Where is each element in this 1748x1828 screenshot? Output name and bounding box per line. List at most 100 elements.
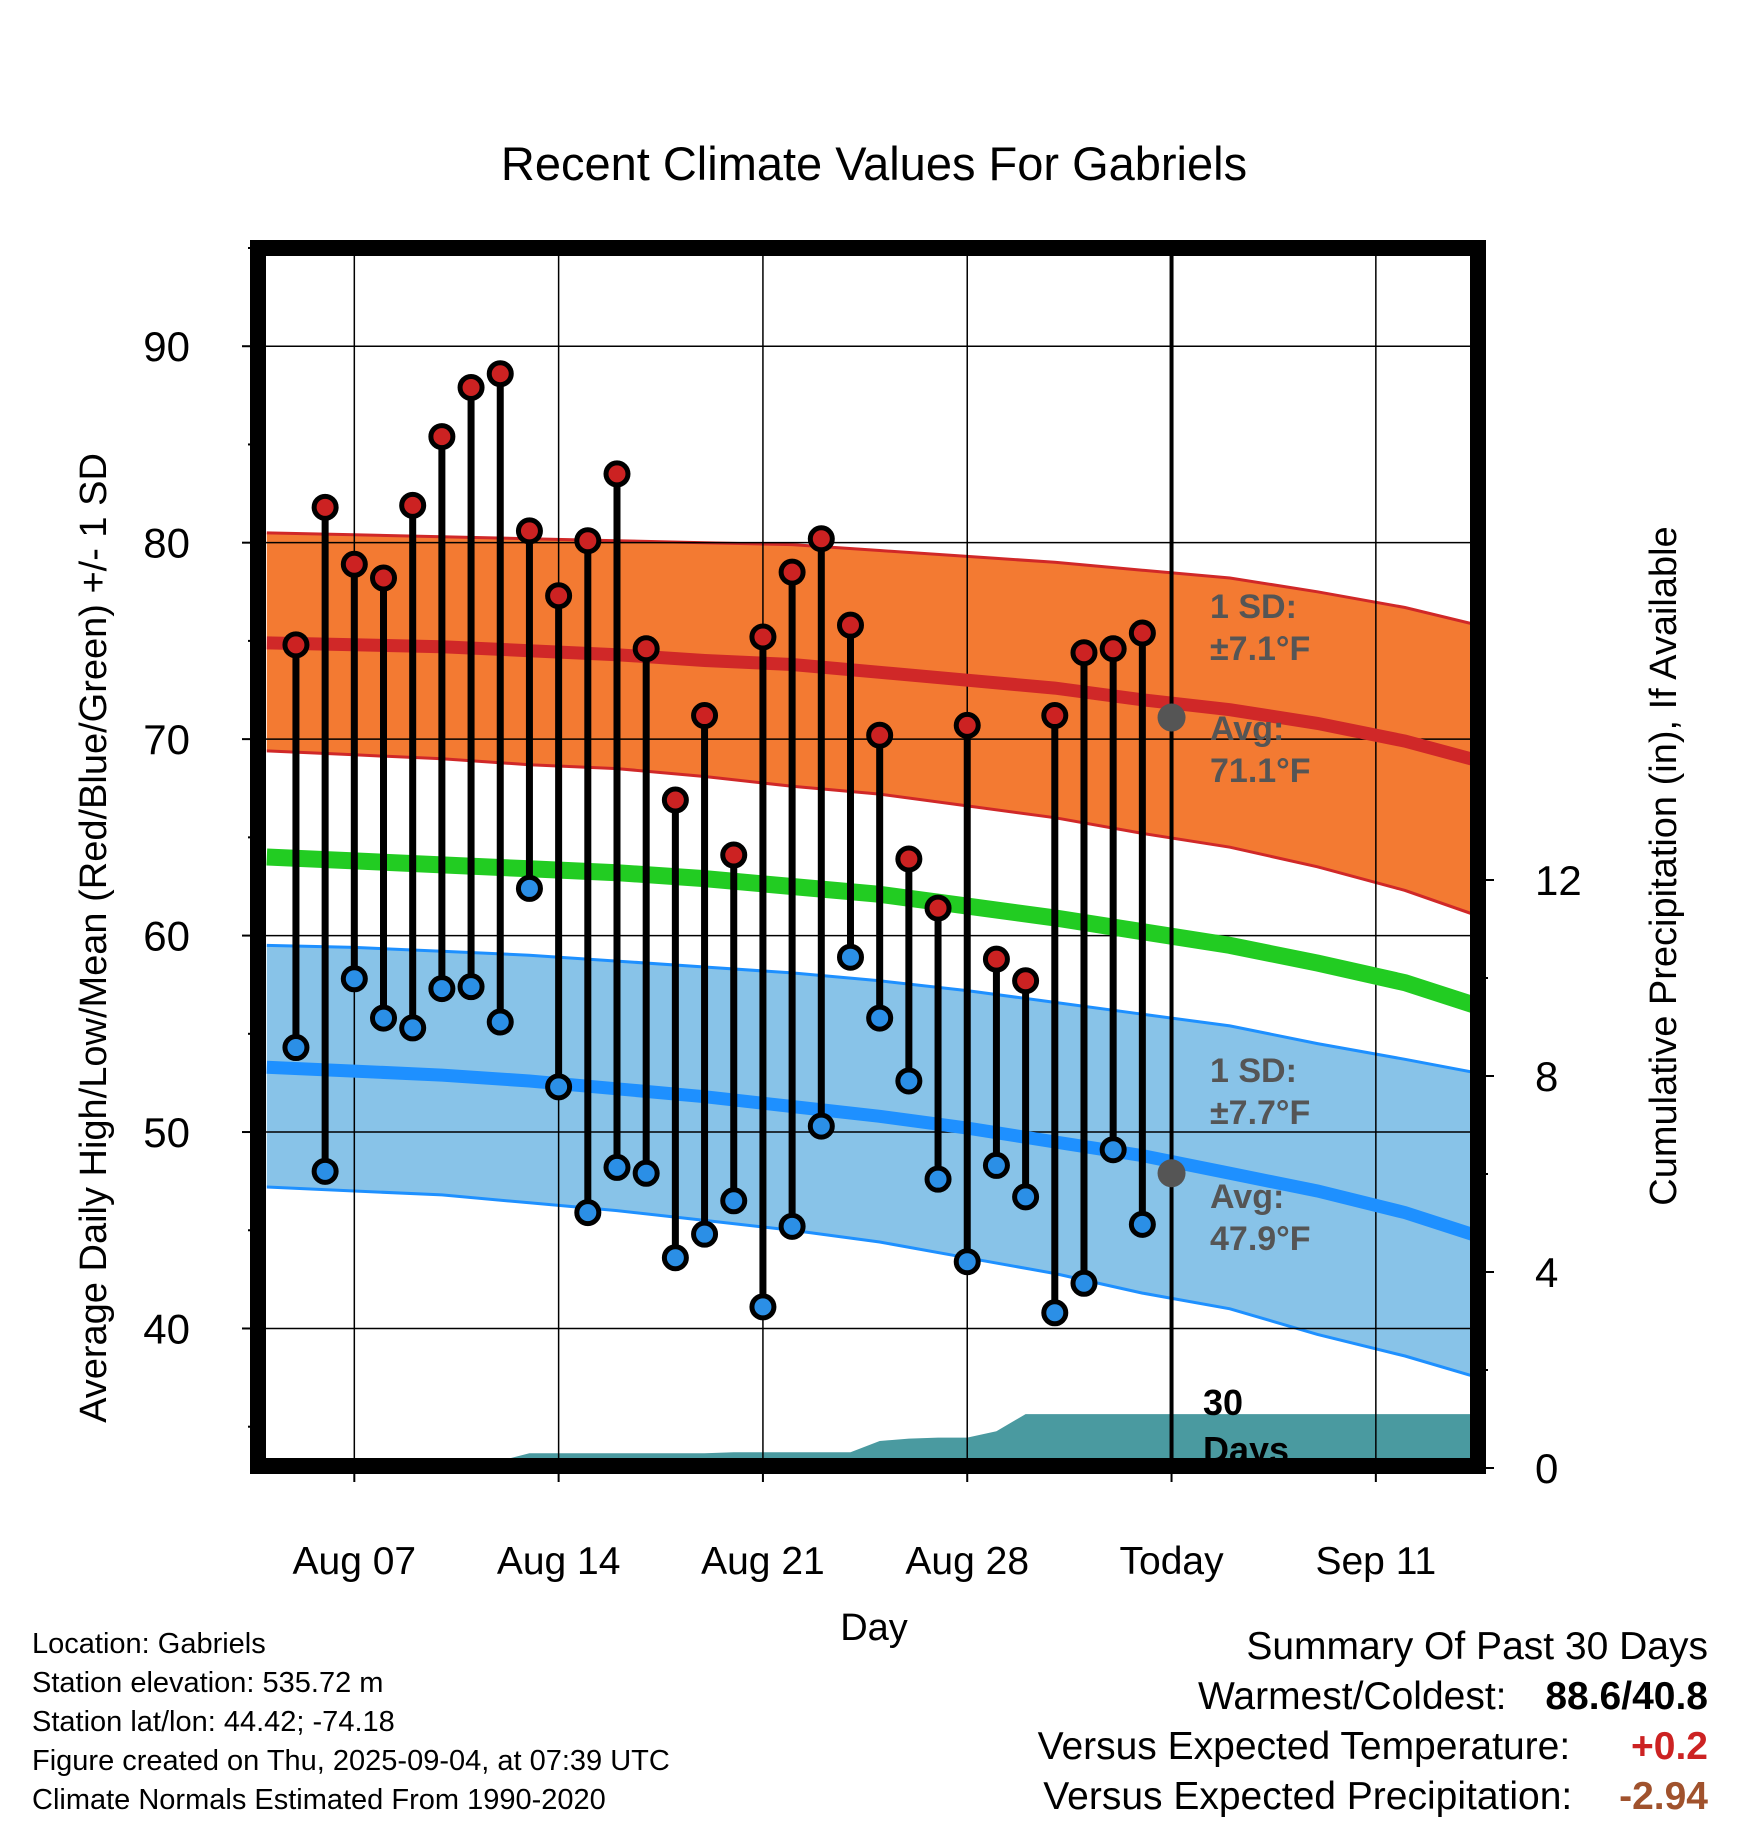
daily-low-marker [924, 1165, 952, 1193]
high-avg-label: Avg: [1210, 710, 1284, 748]
daily-high-marker [661, 786, 689, 814]
y-axis-title: Average Daily High/Low/Mean (Red/Blue/Gr… [73, 453, 115, 1423]
daily-high-marker [428, 423, 456, 451]
daily-low-marker [1128, 1210, 1156, 1238]
daily-low-marker [545, 1073, 573, 1101]
daily-high-marker [603, 460, 631, 488]
high-sd-label: 1 SD: [1210, 588, 1297, 626]
daily-low-marker [603, 1153, 631, 1181]
info-elevation: Station elevation: 535.72 m [32, 1667, 384, 1699]
day-mark-26 [1012, 967, 1040, 1211]
data-marks [282, 360, 1186, 1327]
warmest-coldest-label: Warmest/Coldest: [1198, 1675, 1507, 1718]
day-mark-2 [311, 493, 339, 1185]
precip-area [266, 1414, 1478, 1466]
daily-high-marker [370, 564, 398, 592]
day-mark-19 [807, 525, 835, 1140]
summary-precip: Versus Expected Precipitation: -2.94 [1038, 1772, 1708, 1822]
daily-high-marker [457, 373, 485, 401]
x-tick-label: Aug 07 [293, 1540, 417, 1583]
low-sd-label: 1 SD: [1210, 1052, 1297, 1090]
daily-low-marker [457, 973, 485, 1001]
daily-low-marker [1041, 1299, 1069, 1327]
x-tick-label: Sep 11 [1315, 1540, 1436, 1583]
today-low-avg-marker [1157, 1159, 1186, 1188]
low-avg-value: 47.9°F [1210, 1220, 1311, 1258]
day-mark-22 [895, 845, 923, 1095]
y2-tick-label: 8 [1535, 1053, 1558, 1100]
day-mark-30 [1128, 619, 1156, 1238]
y-tick-label: 80 [143, 520, 190, 567]
info-location: Location: Gabriels [32, 1628, 266, 1660]
daily-low-marker [1070, 1269, 1098, 1297]
precip-value: -2.94 [1619, 1775, 1708, 1818]
x-axis-title: Day [840, 1607, 908, 1649]
info-created: Figure created on Thu, 2025-09-04, at 07… [32, 1745, 670, 1777]
daily-low-marker [691, 1220, 719, 1248]
day-mark-4 [370, 564, 398, 1032]
daily-high-marker [982, 945, 1010, 973]
daily-low-marker [399, 1014, 427, 1042]
daily-high-marker [399, 491, 427, 519]
daily-high-marker [311, 493, 339, 521]
daily-high-marker [1070, 639, 1098, 667]
daily-high-marker [924, 894, 952, 922]
daily-low-marker [953, 1248, 981, 1276]
day-mark-27 [1041, 702, 1069, 1327]
daily-high-marker [720, 841, 748, 869]
temp-value: +0.2 [1631, 1725, 1708, 1768]
chart-title: Recent Climate Values For Gabriels [501, 137, 1247, 190]
day-mark-8 [486, 360, 514, 1036]
daily-low-marker [486, 1008, 514, 1036]
x-tick-label: Today [1120, 1540, 1225, 1583]
daily-low-marker [749, 1293, 777, 1321]
summary-title: Summary Of Past 30 Days [1246, 1625, 1708, 1668]
daily-high-marker [895, 845, 923, 873]
day-mark-15 [691, 702, 719, 1248]
low-sd-band [266, 945, 1478, 1378]
low-avg-label: Avg: [1210, 1178, 1284, 1216]
daily-high-marker [545, 582, 573, 610]
daily-low-marker [1012, 1183, 1040, 1211]
y-tick-label: 40 [143, 1305, 190, 1352]
daily-high-marker [574, 527, 602, 555]
daily-low-marker [836, 943, 864, 971]
daily-low-marker [311, 1157, 339, 1185]
daily-low-marker [370, 1004, 398, 1032]
daily-low-marker [515, 874, 543, 902]
day-mark-14 [661, 786, 689, 1272]
daily-high-marker [807, 525, 835, 553]
daily-low-marker [720, 1187, 748, 1215]
warmest-coldest-value: 88.6/40.8 [1545, 1675, 1708, 1718]
daily-high-marker [486, 360, 514, 388]
y2-axis-title: Cumulative Precipitation (in), If Availa… [1643, 526, 1685, 1205]
normal-low-line [266, 1060, 1478, 1243]
day-mark-12 [603, 460, 631, 1181]
precip-label: Versus Expected Precipitation: [1043, 1775, 1573, 1818]
info-normals: Climate Normals Estimated From 1990-2020 [32, 1784, 606, 1816]
day-mark-11 [574, 527, 602, 1227]
daily-high-marker [340, 550, 368, 578]
day-mark-28 [1070, 639, 1098, 1297]
day-mark-6 [428, 423, 456, 1003]
daily-low-marker [866, 1004, 894, 1032]
day-mark-7 [457, 373, 485, 1001]
y2-tick-label: 0 [1535, 1445, 1558, 1492]
daily-low-marker [340, 965, 368, 993]
daily-high-marker [1041, 702, 1069, 730]
info-latlon: Station lat/lon: 44.42; -74.18 [32, 1706, 395, 1738]
today-high-avg-marker [1157, 703, 1186, 732]
low-band-lower-edge [266, 1185, 1478, 1380]
summary-temp: Versus Expected Temperature: +0.2 [1038, 1722, 1708, 1772]
daily-low-marker [895, 1067, 923, 1095]
day-mark-25 [982, 945, 1010, 1179]
daily-low-marker [632, 1159, 660, 1187]
daily-high-marker [953, 711, 981, 739]
day-mark-5 [399, 491, 427, 1042]
high-avg-value: 71.1°F [1210, 752, 1311, 790]
daily-low-marker [282, 1034, 310, 1062]
daily-low-marker [778, 1212, 806, 1240]
daily-high-marker [749, 623, 777, 651]
